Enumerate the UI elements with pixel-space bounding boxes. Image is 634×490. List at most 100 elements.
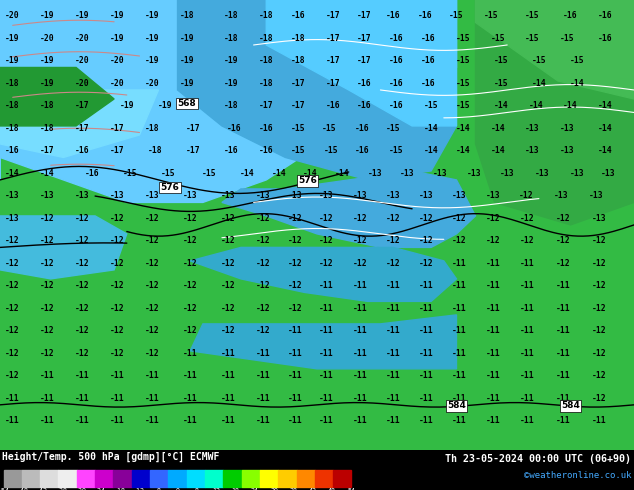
Text: -18: -18 [224,34,239,43]
Text: 576: 576 [298,176,317,185]
Text: -12: -12 [5,259,20,268]
Text: -12: -12 [221,214,236,222]
Text: -19: -19 [145,11,160,20]
Text: -20: -20 [110,56,125,65]
Polygon shape [178,0,456,180]
Text: -13: -13 [553,191,569,200]
Text: -11: -11 [319,304,334,313]
Text: 0: 0 [176,489,179,490]
Text: -11: -11 [486,371,501,380]
Text: -17: -17 [259,101,274,110]
Text: -11: -11 [592,416,607,425]
Text: -12: -12 [5,281,20,290]
Text: -18: -18 [259,34,274,43]
Text: -15: -15 [290,146,306,155]
Text: -11: -11 [256,348,271,358]
Text: -11: -11 [555,348,571,358]
Text: -14: -14 [563,101,578,110]
Text: -14: -14 [424,146,439,155]
Text: -12: -12 [40,326,55,335]
Text: -12: -12 [145,214,160,222]
Text: -11: -11 [110,416,125,425]
Text: -19: -19 [157,101,172,110]
Text: -54: -54 [0,489,10,490]
Text: -12: -12 [110,281,125,290]
Text: -16: -16 [84,169,100,178]
Text: -12: -12 [183,326,198,335]
Text: -19: -19 [179,56,195,65]
Text: -11: -11 [486,281,501,290]
Text: -16: -16 [563,11,578,20]
Text: -12: -12 [385,236,401,245]
Text: -17: -17 [110,123,125,133]
Text: -14: -14 [531,79,547,88]
Text: -16: -16 [598,11,613,20]
Text: -42: -42 [36,489,48,490]
Text: -15: -15 [160,169,176,178]
Text: -15: -15 [560,34,575,43]
Text: -16: -16 [389,34,404,43]
Bar [333,470,351,487]
Bar [22,470,40,487]
Text: -18: -18 [224,101,239,110]
Text: -11: -11 [353,326,368,335]
Bar [132,470,150,487]
Text: -13: -13 [433,169,448,178]
Text: -15: -15 [531,56,547,65]
Text: -11: -11 [221,371,236,380]
Text: -11: -11 [520,348,535,358]
Text: -11: -11 [75,393,90,403]
Text: -11: -11 [353,348,368,358]
Text: -12: -12 [40,304,55,313]
Text: -11: -11 [486,348,501,358]
Text: -12: -12 [256,304,271,313]
Text: -11: -11 [256,416,271,425]
Text: -12: -12 [353,236,368,245]
Text: -11: -11 [385,304,401,313]
Text: -11: -11 [452,259,467,268]
Text: -11: -11 [555,393,571,403]
Text: -17: -17 [40,146,55,155]
Text: -14: -14 [271,169,287,178]
Text: -12: -12 [287,281,302,290]
Text: -12: -12 [452,236,467,245]
Text: -15: -15 [424,101,439,110]
Text: -12: -12 [5,304,20,313]
Text: -8: -8 [154,489,162,490]
Text: -11: -11 [287,326,302,335]
Text: -11: -11 [555,416,571,425]
Text: -12: -12 [287,214,302,222]
Text: -16: -16 [75,146,90,155]
Text: -11: -11 [452,348,467,358]
Text: -13: -13 [592,214,607,222]
Text: -14: -14 [569,79,585,88]
Text: -20: -20 [145,79,160,88]
Text: -18: -18 [145,123,160,133]
Text: -11: -11 [385,348,401,358]
Text: -24: -24 [94,489,107,490]
Text: -12: -12 [221,259,236,268]
Text: -16: -16 [420,56,436,65]
Text: -12: -12 [555,259,571,268]
Text: 48: 48 [328,489,336,490]
Text: -12: -12 [221,326,236,335]
Text: -13: -13 [5,191,20,200]
Text: -12: -12 [145,304,160,313]
Text: -12: -12 [555,236,571,245]
Text: -16: -16 [290,11,306,20]
Text: -11: -11 [555,281,571,290]
Text: -19: -19 [5,56,20,65]
Bar [315,470,333,487]
Text: -12: -12 [133,489,145,490]
Text: -11: -11 [5,393,20,403]
Text: -11: -11 [183,416,198,425]
Text: -12: -12 [221,281,236,290]
Text: -16: -16 [420,79,436,88]
Text: -12: -12 [5,371,20,380]
Bar [242,470,260,487]
Polygon shape [476,0,634,99]
Text: -14: -14 [5,169,20,178]
Text: -16: -16 [389,56,404,65]
Text: -19: -19 [179,34,195,43]
Text: -11: -11 [520,326,535,335]
